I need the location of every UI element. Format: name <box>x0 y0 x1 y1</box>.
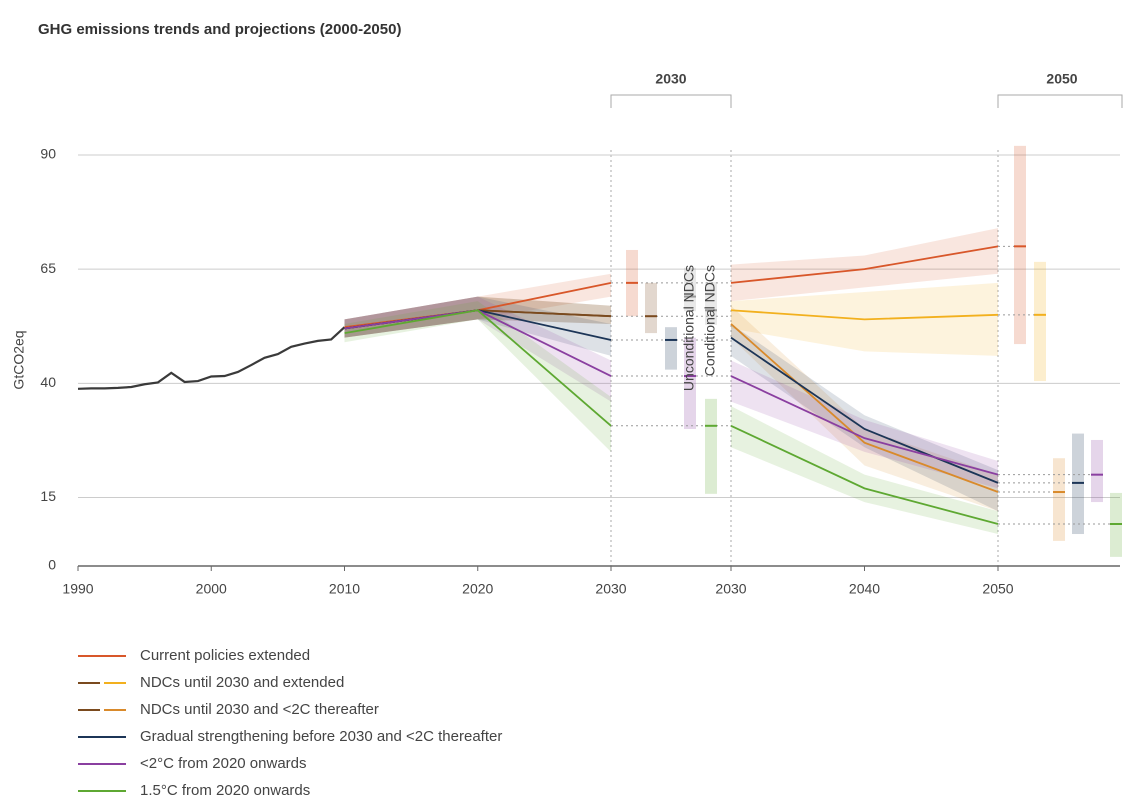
x-tick-label: 1990 <box>62 581 93 597</box>
band <box>731 228 998 302</box>
ndc-label: Unconditional NDCs <box>681 265 697 391</box>
x-tick-label: 2000 <box>196 581 227 597</box>
y-tick-label: 40 <box>40 374 56 390</box>
group-bracket <box>997 94 1123 108</box>
series-line <box>730 323 999 493</box>
ndc-label: Conditional NDCs <box>702 265 718 376</box>
range-bar <box>705 398 717 494</box>
legend-label: 1.5°C from 2020 onwards <box>140 782 310 799</box>
group-label: 2050 <box>1046 71 1077 87</box>
legend-label: Gradual strengthening before 2030 and <2… <box>140 728 502 745</box>
range-bar <box>1053 458 1065 541</box>
range-bar <box>1034 261 1046 382</box>
x-tick-label: 2020 <box>462 581 493 597</box>
x-tick-label: 2030 <box>595 581 626 597</box>
series-line <box>344 309 612 427</box>
x-tick-label: 2030 <box>715 581 746 597</box>
legend-label: Current policies extended <box>140 647 310 664</box>
band <box>731 323 998 512</box>
x-tick-label: 2050 <box>982 581 1013 597</box>
series-line <box>730 336 999 484</box>
band <box>731 305 998 512</box>
history-line <box>77 326 346 390</box>
y-tick-label: 65 <box>40 260 56 276</box>
band <box>344 296 611 338</box>
band <box>344 296 611 402</box>
series-line <box>730 245 999 284</box>
band <box>344 301 611 452</box>
ndc-bar <box>705 281 717 325</box>
legend-label: NDCs until 2030 and extended <box>140 674 344 691</box>
band <box>344 296 611 356</box>
legend-label: <2°C from 2020 onwards <box>140 755 307 772</box>
y-tick-label: 15 <box>40 488 56 504</box>
range-bar <box>1014 145 1026 345</box>
range-bar <box>1091 439 1103 503</box>
group-label: 2030 <box>655 71 686 87</box>
ndc-bar <box>684 267 696 312</box>
y-axis-label: GtCO2eq <box>11 330 27 389</box>
band <box>731 406 998 535</box>
series-line <box>730 375 999 476</box>
legend-label: NDCs until 2030 and <2C thereafter <box>140 701 379 718</box>
y-tick-label: 0 <box>48 557 56 573</box>
series-line <box>730 309 999 321</box>
band <box>344 296 611 338</box>
series-line <box>730 424 999 525</box>
y-tick-label: 90 <box>40 146 56 162</box>
range-bar <box>684 337 696 429</box>
x-tick-label: 2010 <box>329 581 360 597</box>
x-tick-label: 2040 <box>849 581 880 597</box>
band <box>731 360 998 489</box>
group-bracket <box>610 94 732 108</box>
range-bar <box>645 282 657 334</box>
range-bar <box>665 327 677 370</box>
chart-title: GHG emissions trends and projections (20… <box>38 21 401 38</box>
